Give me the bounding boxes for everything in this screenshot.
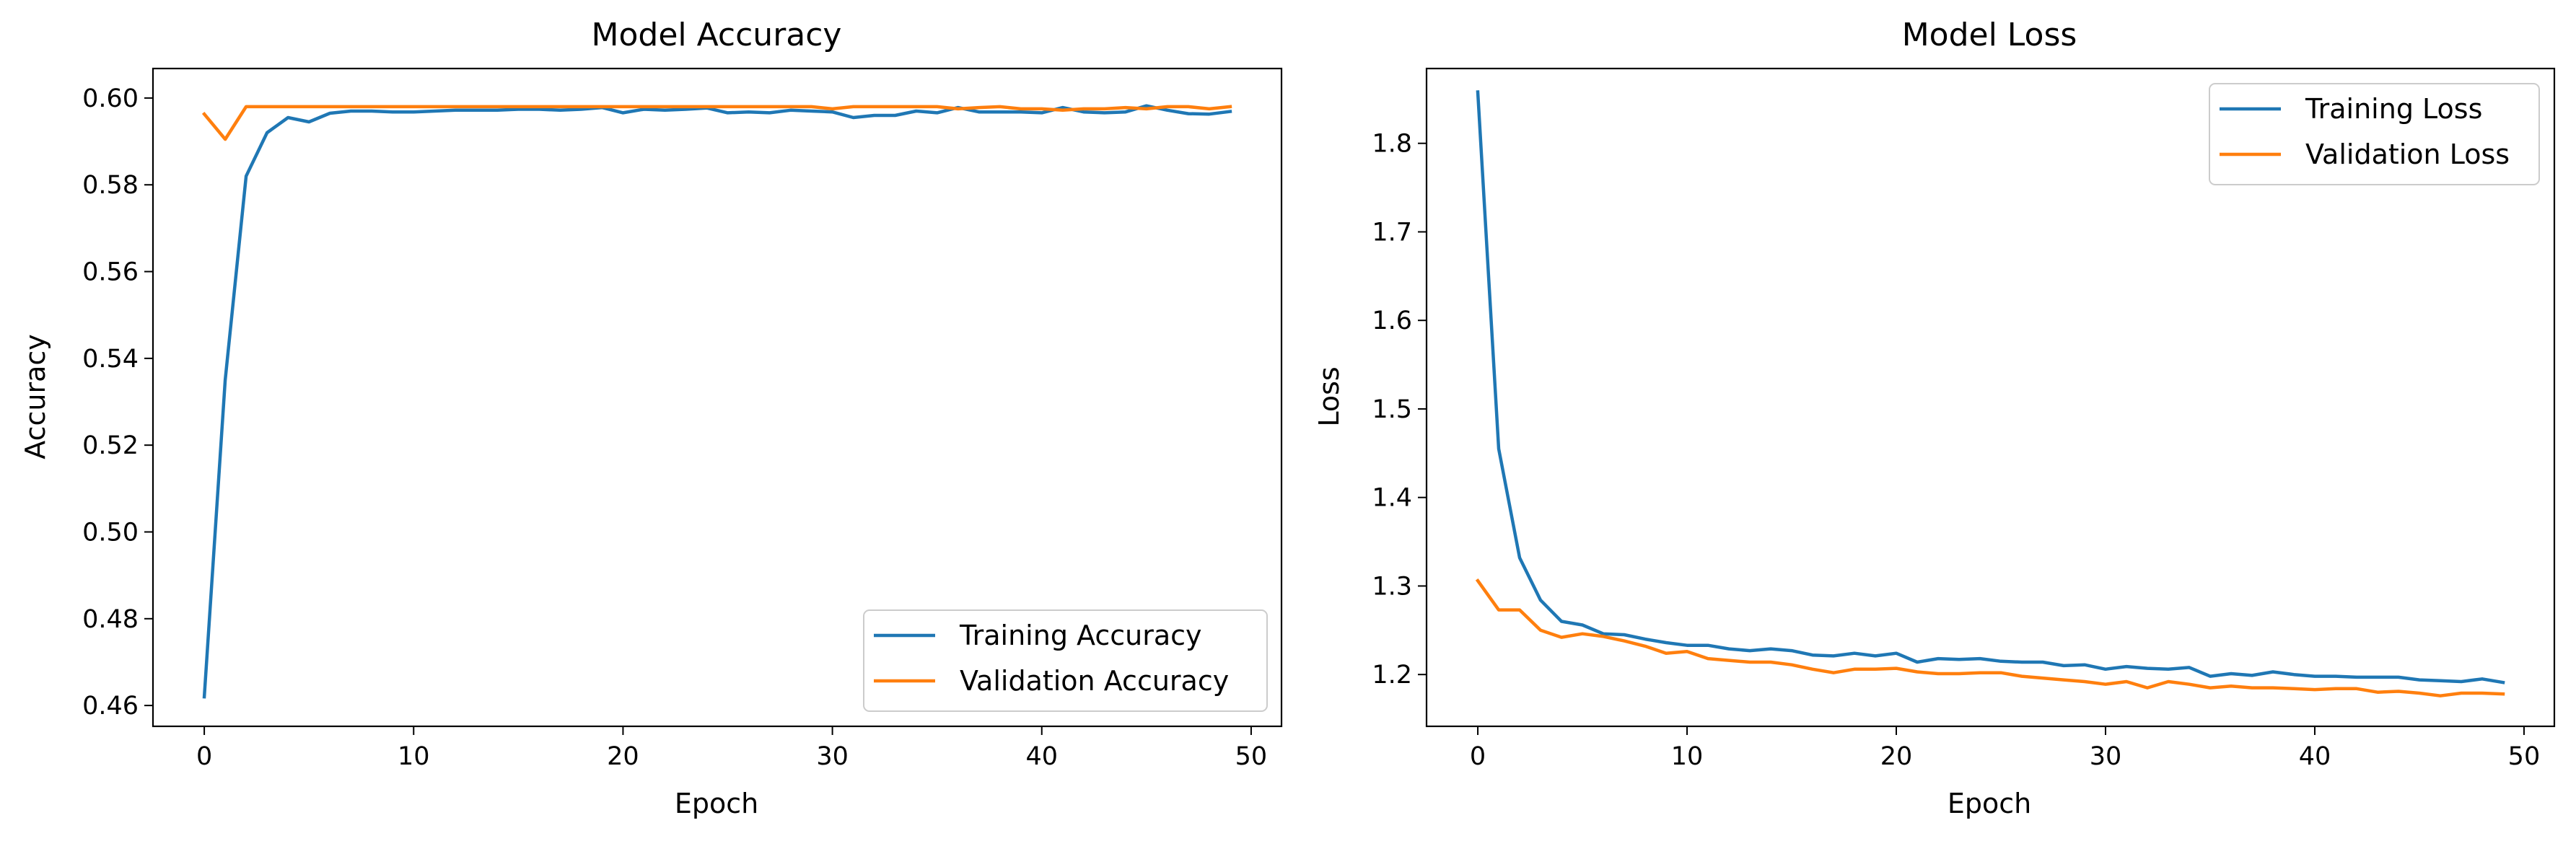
x-tick-label: 30 — [2090, 742, 2122, 771]
legend-label-validation-loss: Validation Loss — [2305, 138, 2510, 170]
plot-frame — [1425, 67, 2556, 728]
y-tick-label: 0.60 — [82, 84, 139, 113]
x-tick-label: 40 — [1025, 742, 1058, 771]
x-tick-label: 20 — [1880, 742, 1913, 771]
plot-frame — [152, 67, 1283, 728]
legend-label-training-accuracy: Training Accuracy — [959, 620, 1202, 651]
y-tick-label: 0.50 — [82, 518, 139, 547]
x-tick-label: 20 — [607, 742, 639, 771]
legend-label-validation-accuracy: Validation Accuracy — [960, 665, 1229, 697]
series-line-validation-loss — [1475, 578, 2505, 697]
legend: Training Loss Validation Loss — [2209, 83, 2540, 185]
series-line-training-loss — [1476, 90, 2505, 684]
y-axis-label: Loss — [1313, 366, 1345, 426]
legend-box — [2209, 83, 2540, 185]
series-lines — [201, 104, 1232, 699]
legend-label-training-loss: Training Loss — [2305, 93, 2482, 125]
y-tick-label: 1.7 — [1372, 218, 1412, 247]
y-tick-label: 1.8 — [1372, 130, 1412, 159]
x-axis-label: Epoch — [675, 788, 758, 819]
y-tick-label: 1.4 — [1372, 484, 1412, 513]
legend: Training Accuracy Validation Accuracy — [863, 609, 1268, 712]
x-tick-label: 30 — [816, 742, 849, 771]
x-tick-label: 40 — [2299, 742, 2331, 771]
loss-chart: Model Loss Epoch Loss 0 10 20 30 40 50 1.2 1.3 1… — [1313, 17, 2556, 819]
y-tick-label: 0.52 — [82, 431, 139, 460]
legend-box — [863, 609, 1268, 712]
x-tick-label: 50 — [2508, 742, 2541, 771]
x-tick-label: 0 — [1470, 742, 1486, 771]
y-tick-label: 0.58 — [82, 171, 139, 200]
x-tick-label: 10 — [398, 742, 430, 771]
chart-title: Model Accuracy — [592, 17, 842, 53]
y-tick-label: 1.3 — [1372, 572, 1412, 601]
chart-title: Model Loss — [1902, 17, 2077, 53]
x-tick-label: 50 — [1235, 742, 1268, 771]
x-tick-label: 0 — [196, 742, 212, 771]
y-tick-label: 1.6 — [1372, 307, 1412, 335]
accuracy-chart: Model Accuracy Epoch Accuracy 0 10 20 30 40 5… — [19, 17, 1283, 819]
y-tick-label: 0.56 — [82, 258, 139, 287]
y-tick-label: 0.48 — [82, 605, 139, 634]
y-tick-label: 1.5 — [1372, 395, 1412, 424]
y-tick-label: 0.54 — [82, 345, 139, 374]
x-axis-label: Epoch — [1948, 788, 2031, 819]
ticks-group: 0 10 20 30 40 50 0.46 0.48 0.50 0.52 0.54 0.56 0.58 0… — [82, 84, 1267, 771]
y-axis-label: Accuracy — [19, 334, 51, 459]
x-tick-label: 10 — [1671, 742, 1704, 771]
y-tick-label: 1.2 — [1372, 661, 1412, 690]
series-line-validation-accuracy — [201, 105, 1232, 141]
ticks-group: 0 10 20 30 40 50 1.2 1.3 1.4 1.5 1.6 1.7 1.8 — [1372, 130, 2540, 771]
y-tick-label: 0.46 — [82, 692, 139, 721]
series-lines — [1475, 90, 2505, 697]
